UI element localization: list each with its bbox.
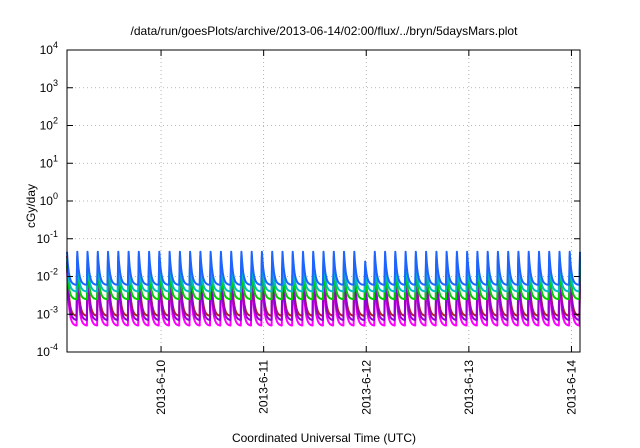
y-tick-exponent: 2 [53,116,58,126]
x-tick-label: 2013-6-10 [154,360,168,415]
x-tick-label: 2013-6-11 [257,360,271,414]
y-tick-base: 10 [40,43,54,57]
y-tick-exponent: 3 [53,78,58,88]
y-tick-exponent: -4 [50,342,58,352]
x-axis-label: Coordinated Universal Time (UTC) [232,431,416,445]
y-tick-exponent: 0 [53,191,58,201]
y-axis-label: cGy/day [24,184,38,228]
y-tick-label: 100 [40,191,58,208]
y-tick-base: 10 [37,232,51,246]
y-tick-label: 10-1 [37,229,58,246]
y-tick-exponent: -2 [50,267,58,277]
y-tick-label: 102 [40,116,58,133]
series-line-6 [66,250,581,286]
y-tick-label: 10-4 [37,342,58,359]
y-tick-exponent: 1 [53,153,58,163]
x-ticks: 2013-6-10 2013-6-11 2013-6-12 2013-6-13 2013… [154,50,578,415]
chart-title: /data/run/goesPlots/archive/2013-06-14/0… [131,24,519,38]
series-group [66,250,581,327]
x-tick-label: 2013-6-13 [462,360,476,415]
y-tick-exponent: 4 [53,40,58,50]
x-tick-label: 2013-6-12 [359,360,373,415]
y-tick-exponent: -3 [50,304,58,314]
y-tick-exponent: -1 [50,229,58,239]
y-tick-base: 10 [40,156,54,170]
y-tick-base: 10 [40,81,54,95]
y-tick-base: 10 [37,345,51,359]
y-tick-label: 103 [40,78,58,95]
y-tick-label: 10-2 [37,267,58,284]
y-tick-base: 10 [37,270,51,284]
y-tick-label: 104 [40,40,58,57]
x-tick-label: 2013-6-14 [564,360,578,415]
y-tick-base: 10 [40,119,54,133]
y-tick-label: 10-3 [37,304,58,321]
y-tick-base: 10 [40,194,54,208]
y-tick-base: 10 [37,307,51,321]
y-tick-label: 101 [40,153,58,170]
